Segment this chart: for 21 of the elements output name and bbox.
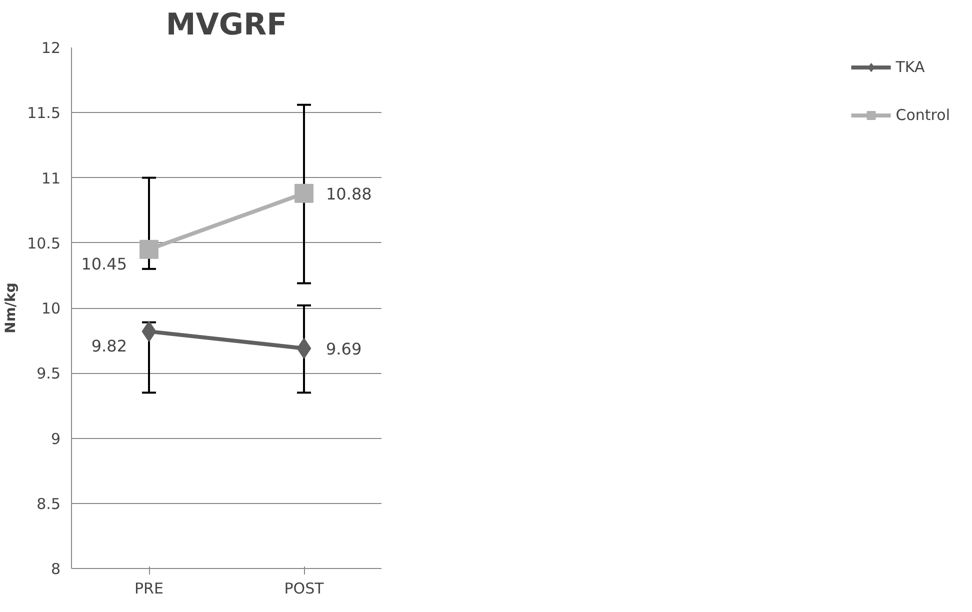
y-tick-label: 9.5	[36, 364, 61, 383]
x-tick-label: PRE	[134, 580, 164, 598]
y-tick-label: 9	[50, 430, 61, 448]
data-label: 10.45	[81, 254, 128, 274]
y-tick-label: 8	[50, 560, 61, 578]
data-label: 9.82	[91, 336, 127, 356]
point	[140, 240, 158, 259]
y-tick-label: 10.5	[27, 234, 61, 252]
data-label: 10.88	[326, 184, 372, 204]
legend-label: Control	[896, 106, 950, 124]
x-tick-label: POST	[284, 580, 325, 598]
point	[294, 184, 314, 203]
y-axis-title: Nm/kg	[3, 282, 20, 334]
y-tick-label: 12	[41, 39, 61, 57]
y-tick-label: 10	[41, 300, 61, 318]
legend-label: TKA	[896, 58, 925, 76]
y-tick-label: 11	[41, 169, 61, 188]
chart-title: MVGRF	[166, 8, 288, 42]
data-label: 9.69	[326, 339, 362, 358]
y-tick-label: 11.5	[27, 104, 61, 122]
y-tick-label: 8.5	[36, 494, 61, 513]
